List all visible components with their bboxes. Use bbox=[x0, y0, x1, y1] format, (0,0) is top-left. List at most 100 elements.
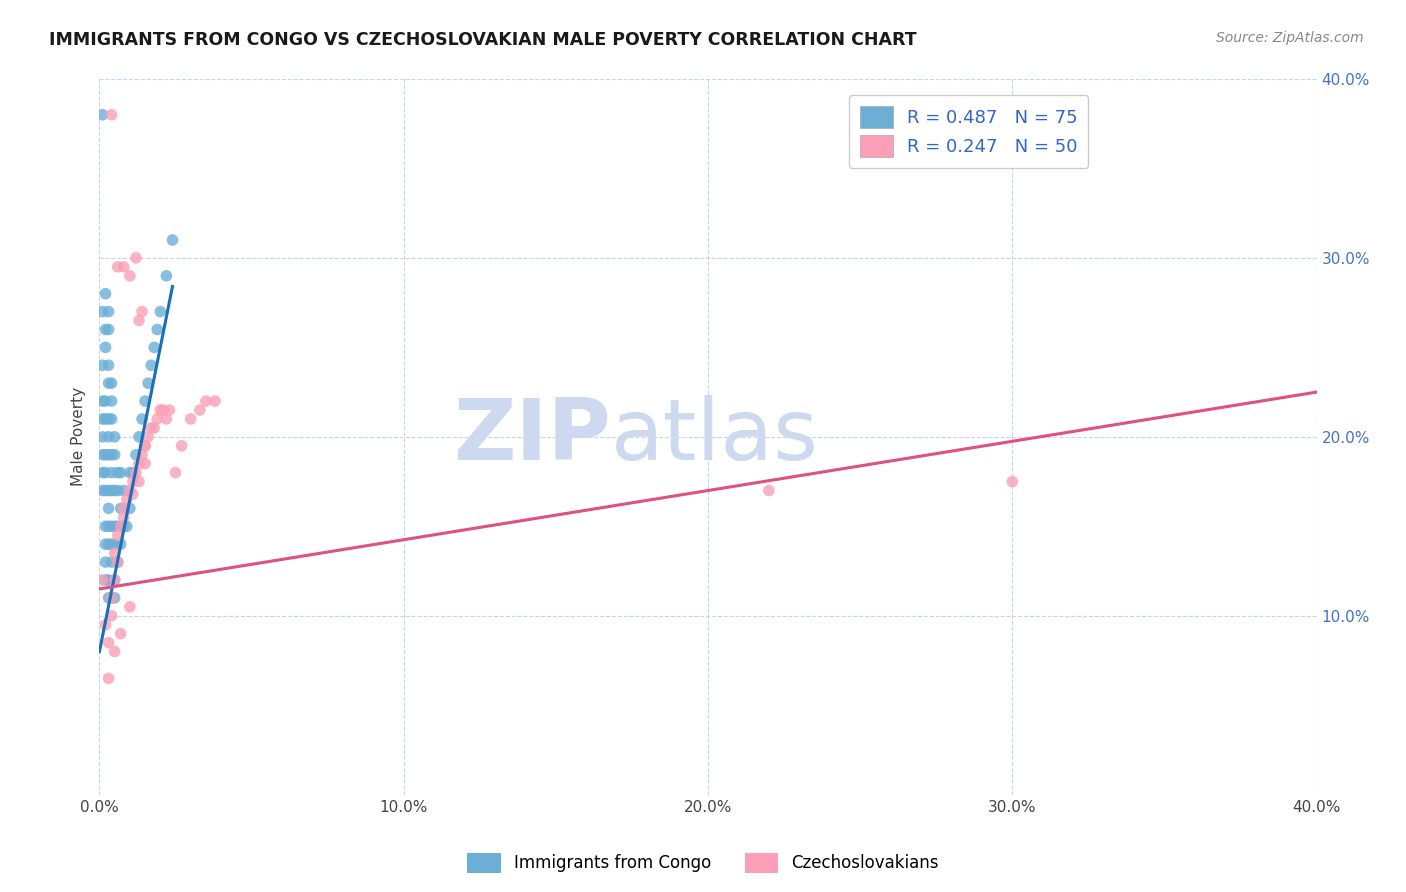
Point bbox=[118, 466, 141, 480]
Point bbox=[118, 483, 141, 498]
Point bbox=[118, 268, 141, 283]
Point bbox=[94, 617, 117, 632]
Point bbox=[125, 251, 148, 265]
Point bbox=[104, 644, 127, 658]
Point bbox=[100, 376, 122, 391]
Point bbox=[146, 322, 169, 336]
Point bbox=[128, 313, 150, 327]
Point bbox=[1001, 475, 1024, 489]
Point bbox=[157, 403, 180, 417]
Point bbox=[110, 501, 132, 516]
Point bbox=[162, 233, 184, 247]
Point bbox=[118, 501, 141, 516]
Point bbox=[91, 466, 114, 480]
Point bbox=[91, 430, 114, 444]
Point bbox=[97, 591, 120, 605]
Point bbox=[104, 546, 127, 560]
Point bbox=[149, 304, 172, 318]
Point bbox=[97, 672, 120, 686]
Point bbox=[122, 487, 145, 501]
Point bbox=[97, 537, 120, 551]
Point bbox=[97, 322, 120, 336]
Point bbox=[107, 528, 129, 542]
Point bbox=[152, 403, 174, 417]
Point bbox=[128, 457, 150, 471]
Point bbox=[112, 519, 135, 533]
Point bbox=[107, 519, 129, 533]
Point bbox=[100, 483, 122, 498]
Y-axis label: Male Poverty: Male Poverty bbox=[72, 387, 86, 486]
Point bbox=[115, 492, 138, 507]
Point bbox=[94, 483, 117, 498]
Point bbox=[134, 439, 156, 453]
Point bbox=[97, 483, 120, 498]
Point bbox=[100, 394, 122, 409]
Point bbox=[136, 430, 159, 444]
Point bbox=[100, 108, 122, 122]
Point bbox=[110, 537, 132, 551]
Point bbox=[125, 448, 148, 462]
Text: Source: ZipAtlas.com: Source: ZipAtlas.com bbox=[1216, 31, 1364, 45]
Text: ZIP: ZIP bbox=[453, 395, 610, 478]
Point bbox=[100, 412, 122, 426]
Point bbox=[128, 475, 150, 489]
Point bbox=[94, 394, 117, 409]
Point bbox=[94, 286, 117, 301]
Point bbox=[91, 108, 114, 122]
Point bbox=[104, 573, 127, 587]
Point bbox=[91, 358, 114, 372]
Point bbox=[107, 483, 129, 498]
Point bbox=[112, 483, 135, 498]
Point bbox=[94, 573, 117, 587]
Point bbox=[100, 591, 122, 605]
Point bbox=[91, 412, 114, 426]
Point bbox=[128, 430, 150, 444]
Point bbox=[104, 519, 127, 533]
Point bbox=[104, 430, 127, 444]
Legend: Immigrants from Congo, Czechoslovakians: Immigrants from Congo, Czechoslovakians bbox=[461, 847, 945, 880]
Point bbox=[112, 260, 135, 274]
Point bbox=[136, 376, 159, 391]
Point bbox=[122, 475, 145, 489]
Point bbox=[97, 635, 120, 649]
Point bbox=[107, 260, 129, 274]
Point bbox=[134, 457, 156, 471]
Point bbox=[155, 412, 177, 426]
Point bbox=[758, 483, 780, 498]
Point bbox=[97, 430, 120, 444]
Point bbox=[149, 403, 172, 417]
Point bbox=[100, 448, 122, 462]
Point bbox=[97, 412, 120, 426]
Point bbox=[100, 537, 122, 551]
Point bbox=[107, 466, 129, 480]
Point bbox=[94, 466, 117, 480]
Point bbox=[100, 591, 122, 605]
Point bbox=[110, 626, 132, 640]
Point bbox=[180, 412, 202, 426]
Point bbox=[97, 519, 120, 533]
Point bbox=[94, 555, 117, 569]
Point bbox=[104, 448, 127, 462]
Point bbox=[112, 501, 135, 516]
Point bbox=[97, 376, 120, 391]
Point bbox=[100, 519, 122, 533]
Point bbox=[131, 304, 153, 318]
Point bbox=[104, 537, 127, 551]
Point bbox=[97, 304, 120, 318]
Point bbox=[204, 394, 226, 409]
Point bbox=[188, 403, 211, 417]
Point bbox=[94, 519, 117, 533]
Point bbox=[91, 573, 114, 587]
Point bbox=[194, 394, 217, 409]
Point bbox=[134, 394, 156, 409]
Point bbox=[100, 608, 122, 623]
Point bbox=[91, 483, 114, 498]
Text: IMMIGRANTS FROM CONGO VS CZECHOSLOVAKIAN MALE POVERTY CORRELATION CHART: IMMIGRANTS FROM CONGO VS CZECHOSLOVAKIAN… bbox=[49, 31, 917, 49]
Point bbox=[143, 340, 166, 354]
Point bbox=[155, 268, 177, 283]
Point bbox=[110, 466, 132, 480]
Point bbox=[91, 448, 114, 462]
Point bbox=[97, 501, 120, 516]
Point bbox=[131, 448, 153, 462]
Point bbox=[118, 599, 141, 614]
